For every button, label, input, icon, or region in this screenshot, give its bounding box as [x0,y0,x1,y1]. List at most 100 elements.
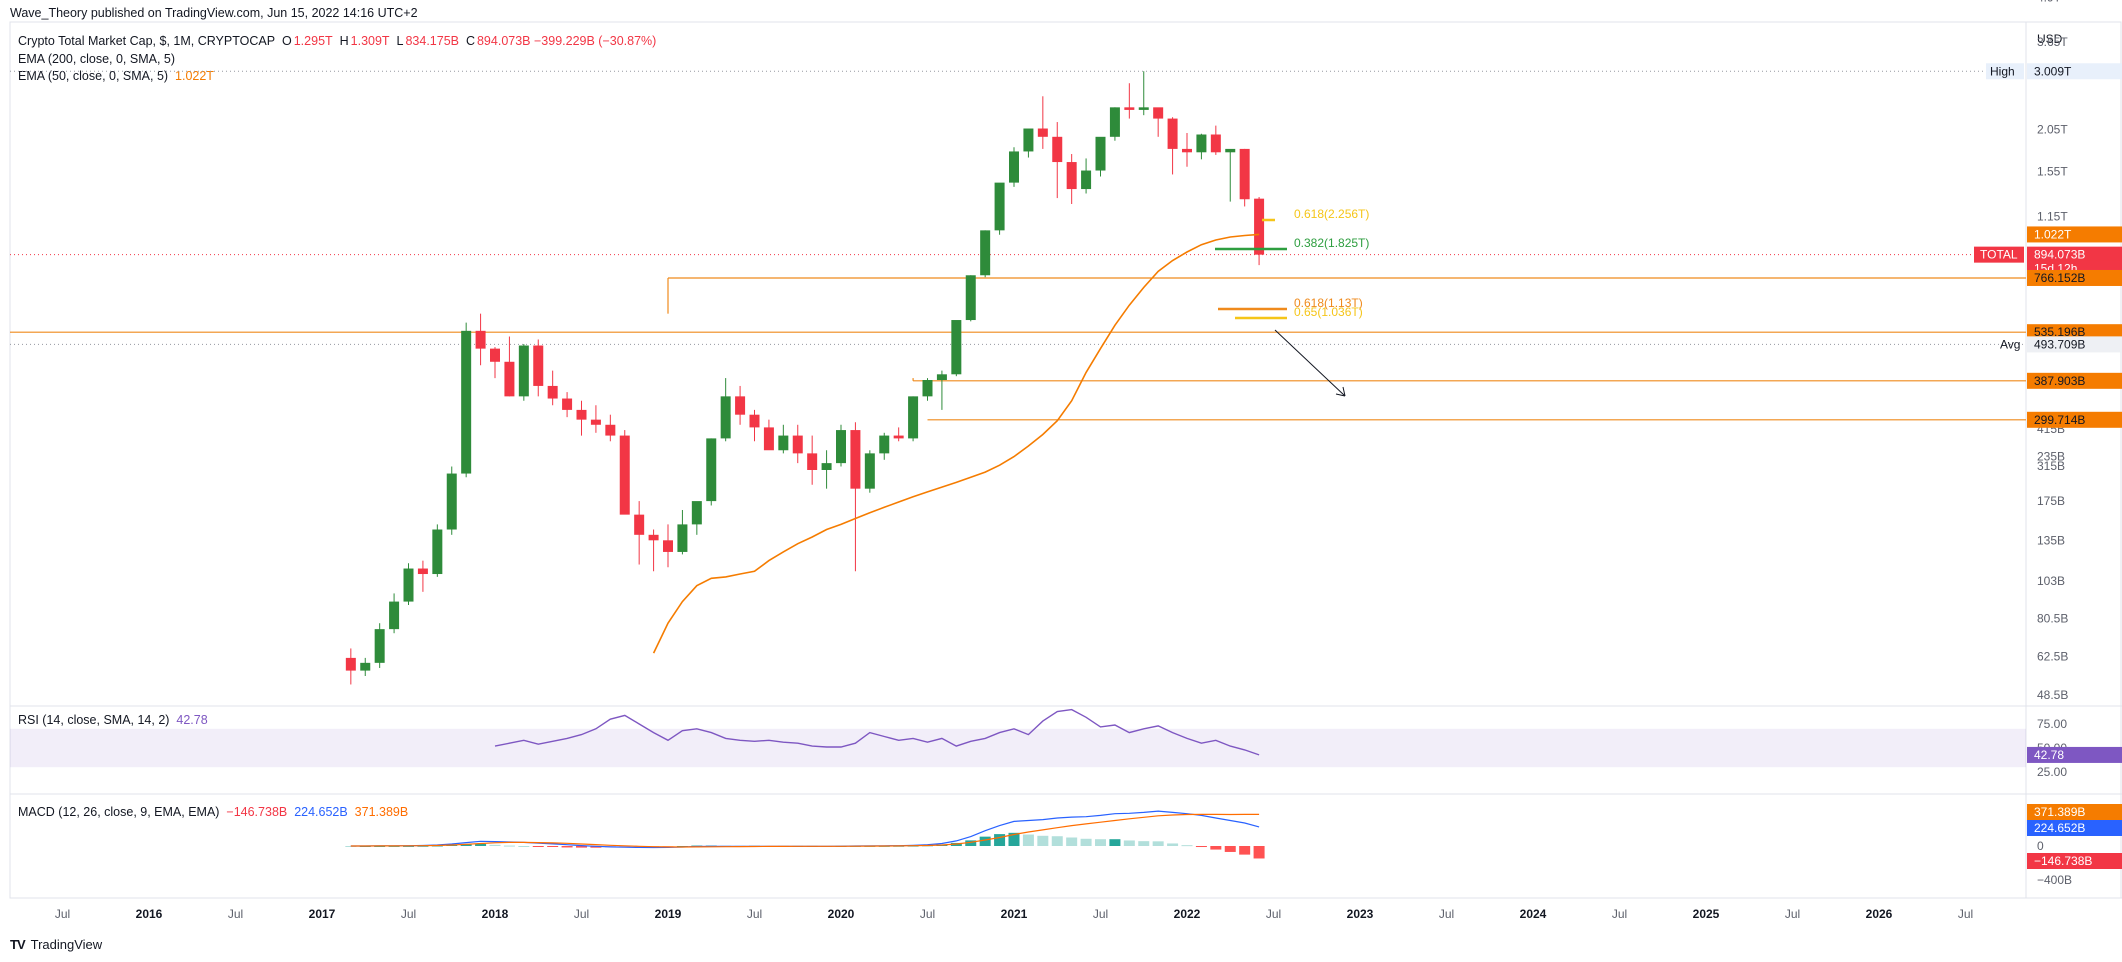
rsi-legend[interactable]: RSI (14, close, SMA, 14, 2) 42.78 [18,713,208,727]
time-axis-label: 2024 [1520,907,1547,921]
candle-body [1182,148,1192,153]
macd-histogram-bar [1109,839,1121,846]
candle-body [1167,118,1178,149]
price-axis-label: 80.5B [2037,611,2068,625]
macd-histogram-bar [1066,837,1078,846]
macd-histogram-bar [1008,832,1020,846]
fib-level-label: 0.382(1.825T) [1294,236,1369,250]
time-axis-label: Jul [1266,907,1281,921]
symbol-legend[interactable]: Crypto Total Market Cap, $, 1M, CRYPTOCA… [18,34,656,48]
macd-histogram-bar [1095,839,1106,846]
time-axis-label: Jul [1958,907,1973,921]
currency-label: USD [2037,32,2063,46]
price-axis-label: 1.15T [2037,210,2068,224]
candle-body [634,514,645,535]
candle-body [749,414,760,428]
fib-level-label: 0.618(1.13T) [1294,296,1363,310]
candle-body [504,361,515,397]
candle-body [792,435,803,454]
candle-body [879,435,890,454]
macd-histogram-bar [1080,838,1092,846]
tradingview-brand[interactable]: TV TradingView [10,937,102,952]
macd-histogram-bar [979,836,991,846]
macd-histogram-bar [532,846,544,847]
candle-body [374,629,385,663]
candle-body [619,435,630,515]
projection-arrow [1274,329,1346,397]
macd-histogram-bar [1123,840,1135,846]
time-axis-label: 2023 [1347,907,1374,921]
close-value: 894.073B [476,34,531,48]
time-axis-label: Jul [55,907,70,921]
ema200-legend[interactable]: EMA (200, close, 0, SMA, 5) [18,52,175,66]
macd-histogram-bar [1181,845,1193,847]
time-axis-label: 2026 [1866,907,1893,921]
price-axis-label: 1.55T [2037,165,2068,179]
macd-histogram-bar [503,845,515,847]
macd-histogram-bar [1195,846,1207,848]
candle-body [1081,170,1092,190]
macd-histogram-bar [460,844,472,846]
candle-body [951,320,962,375]
macd-histogram-bar [1051,836,1063,846]
candle-body [547,385,558,399]
candle-body [1066,162,1077,190]
macd-histogram-bar [1138,841,1150,846]
level-tag: 766.152B [2034,271,2085,285]
time-axis-label: Jul [228,907,243,921]
candle-body [1109,107,1120,137]
price-axis-label: 103B [2037,574,2065,588]
price-axis-label: 48.5B [2037,688,2068,702]
time-axis-label: Jul [747,907,762,921]
time-axis-label: Jul [1439,907,1454,921]
candle-body [1124,107,1135,110]
candle-body [1009,151,1019,183]
candle-body [936,374,947,381]
candle-body [1153,107,1164,119]
publish-info: Wave_Theory published on TradingView.com… [10,6,418,20]
ema50-line [652,233,1260,654]
candle-body [1138,107,1149,110]
candle-body [908,396,919,439]
time-axis-label: Jul [1612,907,1627,921]
candle-body [965,275,976,321]
candle-body [864,453,875,489]
time-axis-label: 2021 [1001,907,1028,921]
macd-histogram-bar [1037,835,1049,846]
macd-histogram-bar [994,834,1006,846]
macd-histogram-bar [518,846,530,847]
ema50-legend[interactable]: EMA (50, close, 0, SMA, 5) 1.022T [18,69,214,83]
candle-body [1023,128,1034,152]
main-pane [10,70,2026,685]
open-value: 1.295T [293,34,333,48]
macd-histogram-bar [1224,846,1236,852]
candle-body [461,330,472,474]
time-axis-label: Jul [574,907,589,921]
time-axis-label: 2019 [655,907,682,921]
candle-body [389,601,400,630]
fib-level-label: 0.618(2.256T) [1294,207,1369,221]
candle-body [417,568,428,575]
candle-body [576,409,587,420]
avg-tag-bg [2027,336,2122,353]
total-price-tag: 894.073B [2034,248,2085,262]
time-axis-label: Jul [1093,907,1108,921]
candle-body [1095,136,1106,171]
high-value: 1.309T [350,34,390,48]
macd-line-value: 224.652B [294,805,348,819]
candle-body [1052,136,1063,163]
projection-arrowhead [1335,386,1346,397]
rsi-tag: 42.78 [2034,748,2064,762]
price-axis-label: 4.9T [2037,0,2062,5]
time-axis-label: 2016 [136,907,163,921]
candle-body [778,435,789,451]
macd-legend[interactable]: MACD (12, 26, close, 9, EMA, EMA) −146.7… [18,805,408,819]
macd-histogram-bar [489,844,501,846]
candle-body [432,529,443,575]
ema200-label: EMA (200, close, 0, SMA, 5) [18,52,176,66]
macd-signal-tag-bg [2027,804,2122,820]
price-axis-label: 315B [2037,459,2065,473]
level-tag: 387.903B [2034,374,2085,388]
rsi-axis-label: 75.00 [2037,717,2067,731]
